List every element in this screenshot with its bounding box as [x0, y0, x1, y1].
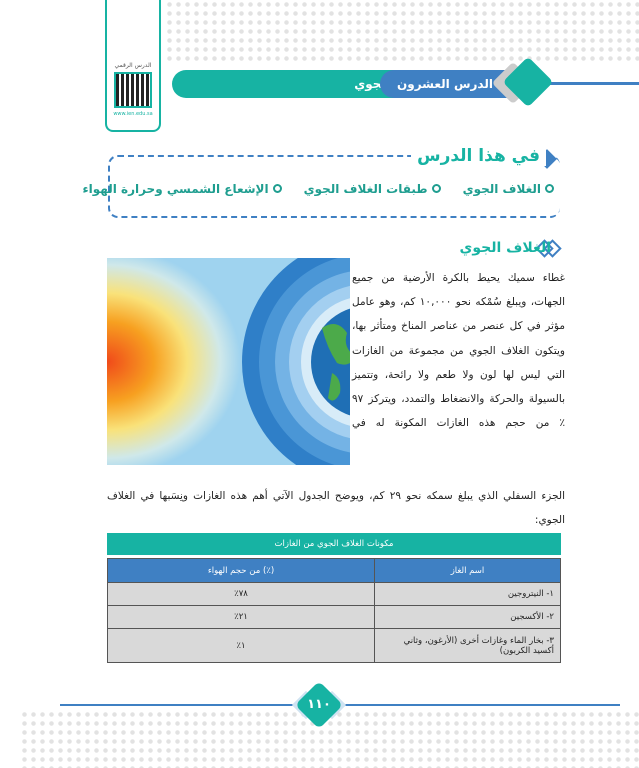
table-caption: مكونات الغلاف الجوي من الغازات [107, 533, 561, 555]
lesson-number-bar: الدرس العشرون [380, 70, 510, 98]
gas-name: ٣- بخار الماء وغازات أخرى (الأرغون، وثان… [374, 628, 561, 663]
qr-url[interactable]: www.ien.edu.sa [113, 111, 153, 117]
column-header-gas: اسم الغاز [374, 558, 561, 583]
topic-item: طبقات الغلاف الجوي [304, 182, 441, 196]
dot-pattern [165, 0, 639, 62]
gas-percent: ١٪ [107, 628, 375, 663]
topic-item: الإشعاع الشمسي وحرارة الهواء [83, 182, 282, 196]
section-paragraph: غطاء سميك يحيط بالكرة الأرضية من جميع ال… [352, 272, 565, 430]
gas-percent: ٧٨٪ [107, 582, 375, 606]
in-lesson-title: في هذا الدرس [411, 146, 546, 166]
page-number: ١١٠ [307, 697, 331, 712]
circle-bullet-icon [272, 184, 282, 193]
section-heading: الغلاف الجوي [459, 240, 551, 256]
atmosphere-illustration [107, 258, 350, 465]
gas-percent: ٢١٪ [107, 605, 375, 629]
in-lesson-box [108, 155, 560, 218]
circle-bullet-icon [431, 184, 441, 193]
table-header-row: اسم الغاز (٪) من حجم الهواء [107, 558, 561, 583]
gases-table: اسم الغاز (٪) من حجم الهواء ١- النيتروجي… [107, 558, 561, 663]
table-row: ٢- الأكسجين ٢١٪ [107, 605, 561, 629]
circle-bullet-icon [545, 184, 554, 193]
table-row: ٣- بخار الماء وغازات أخرى (الأرغون، وثان… [107, 628, 561, 663]
topic-list: الغلاف الجوي طبقات الغلاف الجوي الإشعاع … [83, 182, 554, 196]
dot-pattern [20, 710, 639, 768]
header-line [500, 82, 639, 85]
topic-item: الغلاف الجوي [463, 182, 554, 196]
table-row: ١- النيتروجين ٧٨٪ [107, 582, 561, 606]
lesson-number: الدرس العشرون [397, 77, 493, 91]
column-header-percent: (٪) من حجم الهواء [107, 558, 375, 583]
gas-name: ٢- الأكسجين [374, 605, 561, 629]
gas-name: ١- النيتروجين [374, 582, 561, 606]
digital-lesson-qr[interactable]: الدرس الرقمي www.ien.edu.sa [105, 0, 161, 132]
section-paragraph-continued: الجزء السفلي الذي يبلغ سمكه نحو ٢٩ كم، و… [107, 490, 565, 526]
qr-code-icon[interactable] [114, 72, 152, 108]
qr-label: الدرس الرقمي [114, 62, 152, 69]
